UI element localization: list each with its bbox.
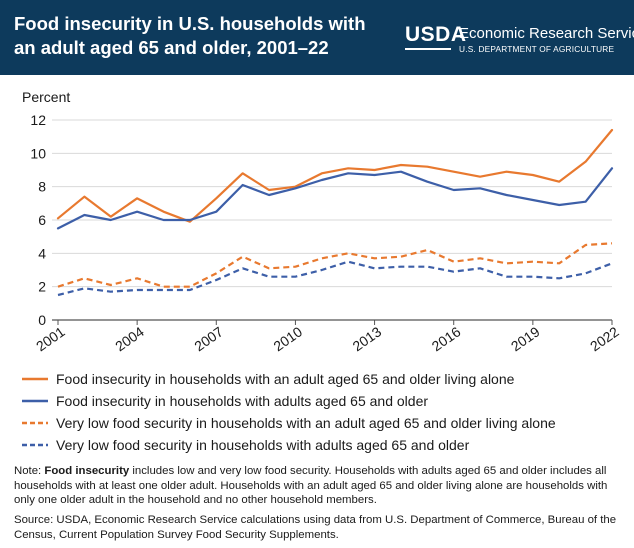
x-tick-label: 2022 [587, 323, 622, 354]
legend-label: Very low food security in households wit… [56, 415, 556, 431]
chart-header: Food insecurity in U.S. households with … [0, 0, 634, 75]
note-term: Food insecurity [44, 465, 130, 477]
legend-swatch-dashed-orange [22, 421, 48, 425]
legend: Food insecurity in households with an ad… [22, 368, 622, 456]
series-line-2 [56, 167, 614, 230]
gridlines [52, 119, 613, 325]
x-tick-label: 2016 [429, 323, 464, 354]
legend-swatch-solid-blue [22, 399, 48, 403]
chart-title: Food insecurity in U.S. households with … [14, 13, 366, 58]
series-line-4 [57, 260, 613, 297]
agency-name: Economic Research Service [459, 25, 634, 42]
series-line-3 [57, 242, 613, 288]
series-lines [56, 128, 614, 297]
legend-label: Very low food security in households wit… [56, 437, 470, 453]
x-tick-label: 2013 [350, 323, 385, 354]
y-tick-label: 4 [38, 245, 46, 261]
x-tick-label: 2007 [191, 323, 226, 354]
note-body: includes low and very low food security.… [14, 465, 608, 507]
x-tick-label: 2019 [508, 323, 543, 354]
note-prefix: Note: [14, 465, 45, 477]
usda-logo-text: USDA [405, 23, 467, 46]
legend-label: Food insecurity in households with adult… [56, 393, 429, 409]
legend-label: Food insecurity in households with an ad… [56, 371, 515, 387]
legend-swatch-solid-orange [22, 377, 48, 381]
x-tick-labels: 2001 2004 2007 2010 2013 2016 2019 2022 [33, 323, 622, 354]
legend-item: Very low food security in households wit… [22, 434, 622, 456]
y-tick-label: 2 [38, 279, 46, 295]
legend-swatch-dashed-blue [22, 443, 48, 447]
chart-source: Source: USDA, Economic Research Service … [14, 514, 617, 541]
y-tick-label: 12 [30, 112, 46, 128]
legend-item: Food insecurity in households with adult… [22, 390, 622, 412]
department-name: U.S. DEPARTMENT OF AGRICULTURE [459, 44, 615, 54]
series-line-1 [56, 128, 614, 223]
legend-item: Food insecurity in households with an ad… [22, 368, 622, 390]
y-tick-label: 0 [38, 312, 46, 328]
y-tick-label: 6 [38, 212, 46, 228]
chart-note: Note: Food insecurity includes low and v… [14, 464, 626, 508]
y-axis-label: Percent [22, 89, 70, 105]
y-tick-label: 10 [30, 145, 46, 161]
y-tick-label: 8 [38, 179, 46, 195]
y-tick-labels: 0 2 4 6 8 10 12 [30, 112, 46, 328]
x-tick-label: 2010 [270, 323, 305, 354]
legend-item: Very low food security in households wit… [22, 412, 622, 434]
usda-logo-underline [405, 48, 451, 50]
x-tick-label: 2004 [112, 323, 147, 354]
